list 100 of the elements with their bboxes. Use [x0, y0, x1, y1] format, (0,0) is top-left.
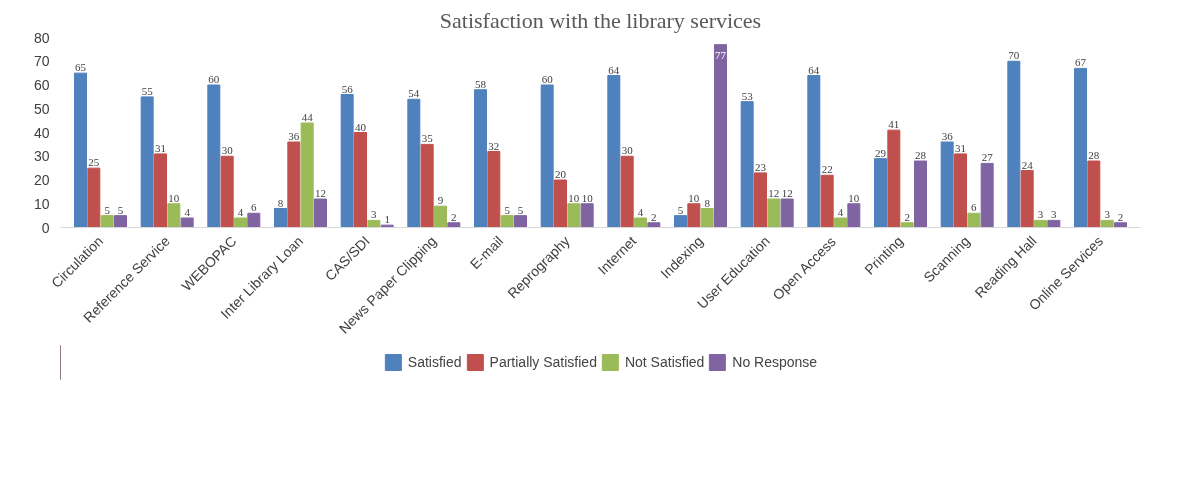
- data-label: 64: [808, 63, 820, 76]
- bar: [634, 217, 647, 228]
- data-label: 65: [75, 61, 87, 74]
- data-label: 9: [437, 194, 444, 207]
- bar: [114, 215, 127, 228]
- bar: [900, 222, 914, 228]
- data-label: 3: [1051, 208, 1058, 221]
- data-label: 10: [168, 191, 180, 204]
- bar: [1074, 67, 1087, 228]
- bar: [407, 98, 421, 228]
- bar: [807, 75, 821, 228]
- y-tick-label: 70: [33, 53, 50, 70]
- bar: [474, 89, 487, 228]
- data-label: 31: [155, 141, 166, 154]
- data-label: 12: [768, 187, 780, 199]
- bar: [1007, 60, 1021, 228]
- data-label: 6: [971, 201, 978, 214]
- data-label: 53: [741, 89, 754, 102]
- bar: [74, 72, 87, 228]
- bar: [167, 203, 181, 228]
- data-label: 55: [141, 84, 154, 97]
- bar: [940, 141, 954, 228]
- bar: [820, 174, 834, 228]
- bar: [274, 208, 287, 228]
- y-tick-label: 0: [41, 219, 50, 236]
- bar: [980, 162, 994, 228]
- bar: [140, 96, 154, 228]
- bar: [100, 215, 114, 228]
- bar: [434, 205, 447, 228]
- bar: [540, 84, 554, 228]
- bar: [687, 203, 701, 228]
- y-tick-label: 50: [33, 100, 50, 117]
- y-tick-label: 40: [33, 124, 50, 141]
- bar: [234, 217, 247, 228]
- data-label: 12: [781, 187, 793, 199]
- bar: [1100, 219, 1114, 228]
- bar: [247, 212, 261, 228]
- bar: [487, 151, 501, 228]
- data-label: 5: [104, 203, 111, 216]
- data-label: 2: [1117, 210, 1124, 223]
- bar: [380, 224, 394, 228]
- data-label: 54: [408, 87, 420, 100]
- bar: [514, 215, 527, 228]
- bar: [420, 143, 434, 228]
- data-label: 60: [541, 73, 554, 85]
- data-label: 5: [117, 203, 124, 216]
- bar: [1020, 170, 1034, 228]
- data-label: 35: [421, 132, 434, 145]
- data-label: 3: [1104, 208, 1111, 221]
- bar: [874, 158, 887, 228]
- bar: [740, 101, 754, 228]
- bar: [647, 222, 661, 228]
- legend-label: Satisfied: [407, 354, 462, 370]
- legend-label: Not Satisfied: [624, 354, 705, 370]
- data-label: 4: [184, 206, 191, 218]
- data-label: 4: [637, 206, 644, 218]
- data-label: 3: [371, 208, 378, 221]
- bar: [607, 75, 621, 228]
- data-label: 2: [651, 210, 657, 223]
- bar: [367, 219, 381, 228]
- bar: [780, 198, 794, 228]
- bar: [300, 122, 314, 228]
- y-tick-label: 60: [33, 77, 50, 93]
- legend-label: Partially Satisfied: [489, 354, 597, 370]
- bar: [447, 222, 461, 228]
- bar: [1087, 160, 1101, 228]
- bar: [154, 153, 167, 228]
- bar: [580, 203, 594, 228]
- bar: [567, 203, 581, 228]
- bar: [354, 132, 367, 228]
- data-label: 36: [288, 130, 300, 142]
- data-label: 1: [384, 213, 390, 226]
- bar: [554, 179, 567, 228]
- data-label: 8: [704, 196, 711, 209]
- y-tick-label: 10: [33, 195, 50, 212]
- data-label: 6: [251, 201, 258, 214]
- data-label: 22: [821, 163, 833, 176]
- data-label: 10: [848, 191, 860, 204]
- y-tick-label: 20: [33, 172, 50, 188]
- data-label: 24: [1021, 158, 1034, 171]
- bar: [340, 94, 354, 228]
- bar: [220, 155, 234, 228]
- data-label: 32: [488, 139, 500, 152]
- data-label: 5: [677, 203, 684, 216]
- data-label: 41: [888, 118, 900, 131]
- data-label: 2: [451, 210, 457, 223]
- bar: [914, 160, 927, 228]
- bar: [887, 129, 901, 228]
- bar: [1047, 219, 1061, 228]
- bar: [754, 172, 767, 228]
- data-label: 20: [555, 168, 567, 180]
- data-label: 28: [915, 149, 927, 161]
- data-label: 64: [608, 63, 620, 76]
- data-label: 4: [237, 206, 244, 218]
- data-label: 23: [755, 160, 767, 173]
- data-label: 28: [1088, 149, 1100, 161]
- data-label: 10: [688, 191, 700, 204]
- data-label: 2: [904, 210, 910, 223]
- data-label: 77: [715, 48, 727, 61]
- data-label: 29: [875, 146, 887, 159]
